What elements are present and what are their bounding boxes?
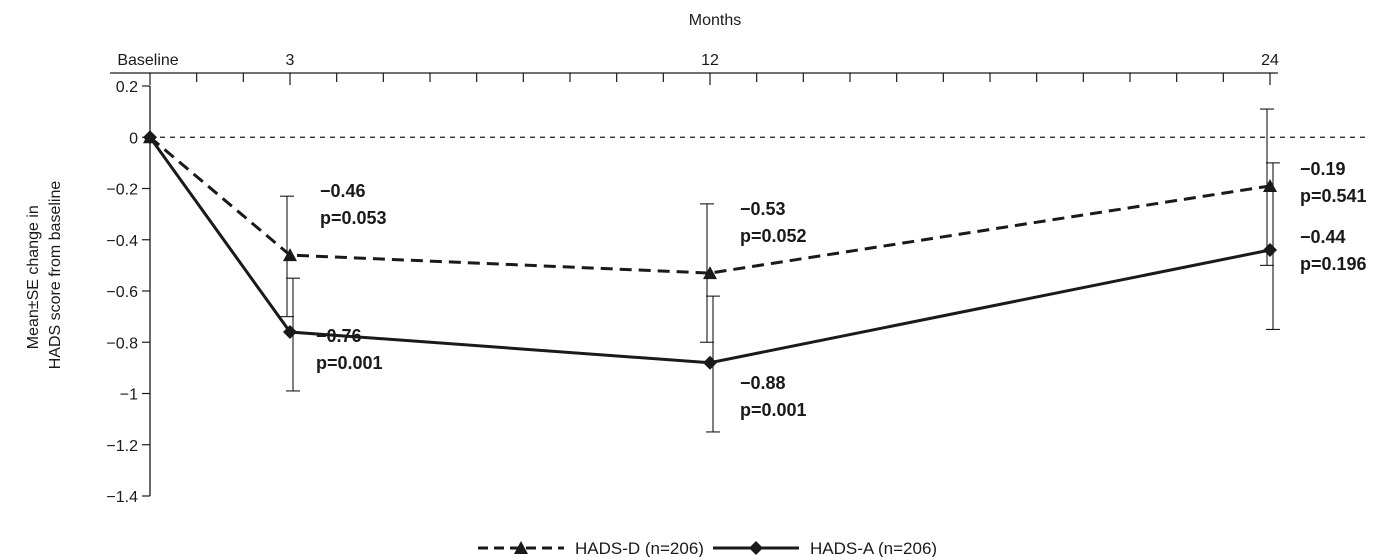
hads-a-p-value-label: p=0.001 xyxy=(740,400,807,420)
y-tick-label: 0.2 xyxy=(116,79,138,96)
legend: HADS-D (n=206) HADS-A (n=206) xyxy=(478,539,937,557)
hads-d-value-label: −0.53 xyxy=(740,199,786,219)
hads-a-marker xyxy=(143,130,157,145)
x-axis-title: Months xyxy=(689,12,741,29)
y-tick-label: 0 xyxy=(129,130,138,147)
legend-hads-d-label: HADS-D (n=206) xyxy=(575,539,704,557)
hads-d-p-value-label: p=0.541 xyxy=(1300,186,1367,206)
hads-a-value-label: −0.76 xyxy=(316,326,362,346)
hads-d-p-value-label: p=0.053 xyxy=(320,208,387,228)
y-axis-title-line-1: Mean±SE change in xyxy=(25,205,42,349)
hads-d-line xyxy=(149,136,1271,275)
hads-a-value-label: −0.88 xyxy=(740,373,786,393)
hads-a-value-label: −0.44 xyxy=(1300,227,1346,247)
hads-d-marker xyxy=(703,266,717,280)
hads-a-marker xyxy=(283,325,297,339)
x-tick-label: 24 xyxy=(1261,52,1279,69)
hads-d-value-label: −0.19 xyxy=(1300,159,1346,179)
y-tick-label: −1 xyxy=(120,387,138,404)
hads-a-marker xyxy=(1263,243,1277,257)
x-tick-label: 12 xyxy=(701,52,719,69)
annotations: −0.46 p=0.053 −0.53 p=0.052 −0.19 p=0.541 −0.7… xyxy=(316,159,1367,420)
y-tick-label: −0.2 xyxy=(106,182,138,199)
x-tick-label: Baseline xyxy=(117,52,178,69)
hads-d-value-label: −0.46 xyxy=(320,181,366,201)
legend-hads-a-label: HADS-A (n=206) xyxy=(810,539,937,557)
y-axis-title-line-2: HADS score from baseline xyxy=(47,181,64,370)
hads-d-marker xyxy=(1263,178,1277,192)
legend-hads-a-marker xyxy=(749,541,763,555)
axes: Months Mean±SE change in HADS score from… xyxy=(25,12,1279,506)
y-tick-label: −0.6 xyxy=(106,284,138,301)
series xyxy=(143,130,1277,370)
x-tick-label: 3 xyxy=(286,52,295,69)
hads-d-p-value-label: p=0.052 xyxy=(740,226,807,246)
hads-a-p-value-label: p=0.001 xyxy=(316,353,383,373)
hads-a-marker xyxy=(703,355,717,370)
y-tick-label: −1.2 xyxy=(106,438,138,455)
y-tick-label: −1.4 xyxy=(106,489,138,506)
hads-a-p-value-label: p=0.196 xyxy=(1300,254,1367,274)
y-axis-title: Mean±SE change in HADS score from baseli… xyxy=(25,181,64,370)
y-tick-label: −0.8 xyxy=(106,335,138,352)
hads-d-marker xyxy=(283,248,297,262)
y-tick-label: −0.4 xyxy=(106,233,138,250)
hads-a-line xyxy=(148,136,1271,365)
legend-hads-d-marker xyxy=(514,541,528,554)
